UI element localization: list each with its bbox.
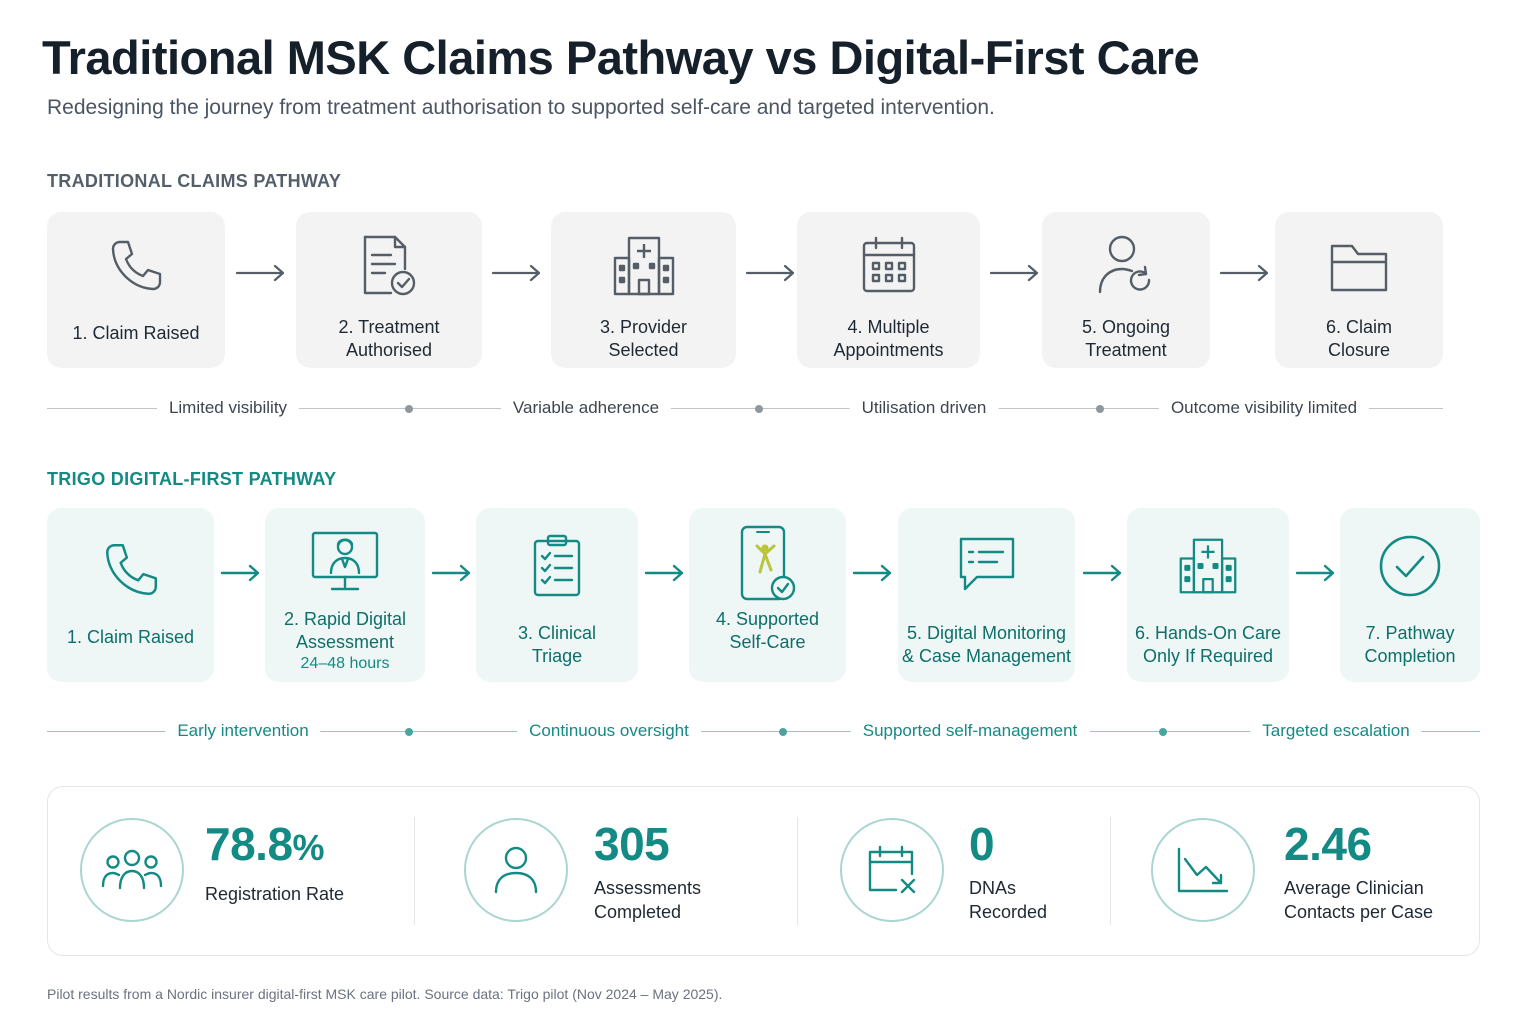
- step-label: 1. Claim Raised: [66, 627, 195, 647]
- timeline-dot: [405, 405, 413, 413]
- digital-step-rapid-assessment: 2. Rapid Digital Assessment 24–48 hours: [265, 508, 425, 682]
- folder-icon: [1323, 230, 1395, 302]
- arrow-right-icon: [1082, 564, 1122, 582]
- phase-label: Early intervention: [165, 721, 321, 741]
- step-label: 3. Provider Selected: [599, 317, 688, 360]
- timeline-dot: [755, 405, 763, 413]
- step-label: 5. Digital Monitoring & Case Management: [901, 623, 1072, 666]
- step-label: 7. Pathway Completion: [1364, 623, 1456, 666]
- digital-step-supported-self-care: 4. Supported Self-Care: [689, 508, 846, 682]
- metric-unit: %: [292, 827, 325, 868]
- timeline-dot: [1159, 728, 1167, 736]
- trad-step-ongoing-treatment: 5. Ongoing Treatment: [1042, 212, 1210, 368]
- phase-label: Continuous oversight: [517, 721, 701, 741]
- metric-value: 78.8%: [205, 817, 325, 871]
- user-icon: [464, 818, 568, 922]
- digital-step-pathway-completion: 7. Pathway Completion: [1340, 508, 1480, 682]
- calendar-icon: [853, 230, 925, 302]
- page-title: Traditional MSK Claims Pathway vs Digita…: [42, 31, 1200, 84]
- phase-label: Utilisation driven: [849, 398, 999, 418]
- metric-clinician-contacts: 2.46 Average Clinician Contacts per Case: [1110, 787, 1480, 957]
- trad-step-multiple-appointments: 4. Multiple Appointments: [797, 212, 980, 368]
- metric-divider: [1110, 817, 1111, 925]
- step-label: 5. Ongoing Treatment: [1081, 317, 1171, 360]
- digital-section-label: TRIGO DIGITAL-FIRST PATHWAY: [47, 469, 337, 489]
- step-label: 1. Claim Raised: [72, 323, 200, 343]
- timeline-dot: [405, 728, 413, 736]
- timeline-dot: [1096, 405, 1104, 413]
- metric-value: 305: [594, 818, 670, 870]
- metric-dnas-recorded: 0 DNAs Recorded: [797, 787, 1110, 957]
- metric-value: 0: [969, 818, 995, 870]
- phase-label: Variable adherence: [500, 398, 672, 418]
- step-label: 3. Clinical Triage: [517, 623, 597, 666]
- video-consult-icon: [309, 526, 381, 598]
- metric-label: Assessments Completed: [594, 878, 702, 922]
- hospital-icon: [1172, 530, 1244, 602]
- digital-step-clinical-triage: 3. Clinical Triage: [476, 508, 638, 682]
- step-label: 4. Multiple Appointments: [833, 317, 944, 360]
- footnote: Pilot results from a Nordic insurer digi…: [47, 986, 723, 1002]
- arrow-right-icon: [989, 264, 1039, 282]
- arrow-right-icon: [491, 264, 541, 282]
- user-refresh-icon: [1090, 230, 1162, 302]
- hospital-icon: [608, 230, 680, 302]
- arrow-right-icon: [745, 264, 795, 282]
- step-label: 6. Claim Closure: [1325, 317, 1392, 360]
- arrow-right-icon: [431, 564, 471, 582]
- digital-step-monitoring: 5. Digital Monitoring & Case Management: [898, 508, 1075, 682]
- phase-label: Limited visibility: [156, 398, 300, 418]
- metric-value: 2.46: [1284, 818, 1372, 870]
- step-label: 4. Supported Self-Care: [715, 609, 820, 652]
- metric-label: Average Clinician Contacts per Case: [1284, 878, 1434, 922]
- traditional-section-label: TRADITIONAL CLAIMS PATHWAY: [47, 171, 342, 191]
- arrow-right-icon: [852, 564, 892, 582]
- metric-label: DNAs Recorded: [969, 878, 1048, 922]
- digital-step-hands-on-care: 6. Hands-On Care Only If Required: [1127, 508, 1289, 682]
- phone-icon: [95, 534, 167, 606]
- check-circle-icon: [1374, 530, 1446, 602]
- phase-label: Outcome visibility limited: [1158, 398, 1370, 418]
- step-label: 6. Hands-On Care Only If Required: [1134, 623, 1282, 666]
- metric-number: 78.8: [205, 818, 293, 870]
- page-subtitle: Redesigning the journey from treatment a…: [47, 96, 995, 119]
- document-check-icon: [353, 230, 425, 302]
- step-sublabel: 24–48 hours: [300, 655, 390, 672]
- calendar-x-icon: [840, 818, 944, 922]
- traditional-timeline: [47, 408, 1443, 409]
- trend-down-icon: [1151, 818, 1255, 922]
- metric-divider: [414, 817, 415, 925]
- metric-registration-rate: 78.8% Registration Rate: [48, 787, 414, 957]
- metric-assessments-completed: 305 Assessments Completed: [414, 787, 797, 957]
- digital-timeline: [47, 731, 1480, 732]
- step-label: 2. Rapid Digital Assessment: [283, 609, 407, 652]
- metric-divider: [797, 817, 798, 925]
- trad-step-claim-raised: 1. Claim Raised: [47, 212, 225, 368]
- metrics-panel: 78.8% Registration Rate 305 Assessments …: [47, 786, 1480, 956]
- trad-step-treatment-authorised: 2. Treatment Authorised: [296, 212, 482, 368]
- chat-message-icon: [951, 530, 1023, 602]
- timeline-dot: [779, 728, 787, 736]
- arrow-right-icon: [644, 564, 684, 582]
- phase-label: Targeted escalation: [1250, 721, 1422, 741]
- arrow-right-icon: [235, 264, 285, 282]
- digital-step-claim-raised: 1. Claim Raised: [47, 508, 214, 682]
- arrow-right-icon: [1219, 264, 1269, 282]
- metric-label: Registration Rate: [205, 884, 345, 904]
- trad-step-claim-closure: 6. Claim Closure: [1275, 212, 1443, 368]
- step-label: 2. Treatment Authorised: [338, 317, 440, 360]
- phase-label: Supported self-management: [850, 721, 1090, 741]
- arrow-right-icon: [1295, 564, 1335, 582]
- mobile-exercise-icon: [732, 525, 804, 601]
- users-group-icon: [80, 818, 184, 922]
- trad-step-provider-selected: 3. Provider Selected: [551, 212, 736, 368]
- clipboard-checklist-icon: [521, 530, 593, 602]
- arrow-right-icon: [220, 564, 260, 582]
- phone-icon: [100, 230, 172, 302]
